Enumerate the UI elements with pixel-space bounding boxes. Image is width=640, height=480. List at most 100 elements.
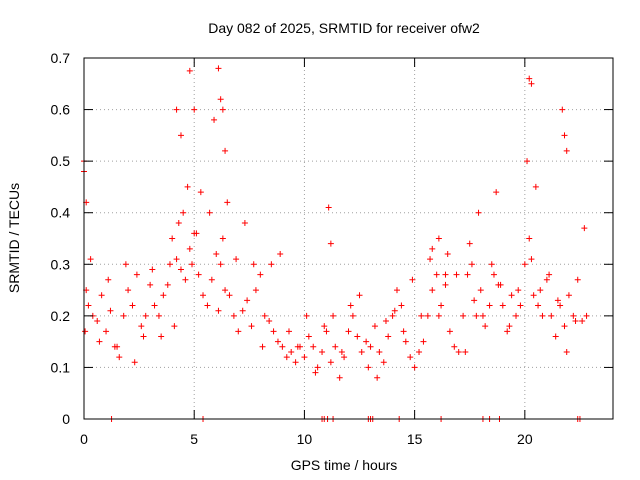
data-point: [341, 354, 348, 361]
data-point: [382, 318, 389, 325]
data-point: [557, 302, 564, 309]
data-point: [215, 65, 222, 72]
data-point: [193, 230, 200, 237]
data-point: [424, 312, 431, 319]
data-point: [248, 323, 255, 330]
data-point: [321, 323, 328, 330]
x-axis-label: GPS time / hours: [291, 457, 398, 473]
data-point: [288, 348, 295, 355]
x-tick-label: 15: [407, 431, 423, 447]
data-point: [475, 209, 482, 216]
x-tick-label: 20: [517, 431, 533, 447]
data-point: [325, 204, 332, 211]
data-point: [233, 256, 240, 263]
data-point: [292, 359, 299, 366]
data-point: [94, 318, 101, 325]
data-point: [435, 312, 442, 319]
data-point: [122, 261, 129, 268]
data-point: [429, 245, 436, 252]
data-point: [85, 302, 92, 309]
data-point: [561, 323, 568, 330]
data-point: [338, 348, 345, 355]
data-point: [184, 183, 191, 190]
data-point: [559, 106, 566, 113]
data-point: [367, 343, 374, 350]
data-point: [312, 369, 319, 376]
data-point: [219, 106, 226, 113]
y-tick-label: 0.6: [51, 102, 71, 118]
data-point: [301, 354, 308, 361]
data-point: [235, 328, 242, 335]
y-tick-label: 0.1: [51, 359, 71, 375]
data-point: [261, 312, 268, 319]
data-point: [155, 312, 162, 319]
data-point: [468, 261, 475, 268]
data-point: [349, 312, 356, 319]
y-tick-label: 0.3: [51, 256, 71, 272]
data-point: [389, 312, 396, 319]
data-point: [336, 374, 343, 381]
data-point: [508, 292, 515, 299]
data-point: [294, 343, 301, 350]
data-point: [407, 354, 414, 361]
data-point: [504, 328, 511, 335]
data-point: [356, 292, 363, 299]
data-point: [499, 302, 506, 309]
data-point: [438, 302, 445, 309]
data-point: [416, 348, 423, 355]
grid-lines: [84, 58, 613, 419]
data-point: [537, 287, 544, 294]
data-point: [87, 256, 94, 263]
data-point: [552, 333, 559, 340]
data-point: [385, 333, 392, 340]
data-point: [277, 250, 284, 257]
data-point: [393, 287, 400, 294]
data-point: [217, 261, 224, 268]
data-point: [226, 292, 233, 299]
data-point: [151, 302, 158, 309]
data-point: [125, 287, 132, 294]
data-point: [166, 261, 173, 268]
data-point: [513, 312, 520, 319]
data-point: [482, 323, 489, 330]
data-point: [250, 261, 257, 268]
data-point: [455, 348, 462, 355]
data-point: [380, 359, 387, 366]
data-point: [435, 235, 442, 242]
data-point: [323, 328, 330, 335]
data-point: [217, 96, 224, 103]
data-point: [526, 75, 533, 82]
data-point: [579, 318, 586, 325]
data-point: [230, 312, 237, 319]
data-point: [528, 80, 535, 87]
data-point: [515, 287, 522, 294]
data-point: [535, 302, 542, 309]
x-tick-label: 5: [190, 431, 198, 447]
data-point: [239, 307, 246, 314]
data-point: [524, 158, 531, 165]
plot-frame: [83, 57, 614, 420]
chart-title: Day 082 of 2025, SRMTID for receiver ofw…: [208, 20, 480, 36]
data-point: [466, 240, 473, 247]
data-point: [398, 302, 405, 309]
data-point: [175, 220, 182, 227]
data-point: [330, 312, 337, 319]
data-point: [506, 323, 513, 330]
data-point: [116, 354, 123, 361]
data-point: [279, 343, 286, 350]
data-point: [581, 225, 588, 232]
data-point: [173, 106, 180, 113]
y-tick-label: 0.2: [51, 308, 71, 324]
data-point: [451, 343, 458, 350]
data-point: [177, 266, 184, 273]
data-point: [186, 67, 193, 74]
y-axis-label: SRMTID / TECUs: [6, 183, 22, 293]
y-tick-label: 0.7: [51, 50, 71, 66]
data-point: [303, 312, 310, 319]
data-point: [363, 338, 370, 345]
data-point: [224, 199, 231, 206]
data-point: [327, 240, 334, 247]
data-point: [354, 333, 361, 340]
data-point: [574, 276, 581, 283]
